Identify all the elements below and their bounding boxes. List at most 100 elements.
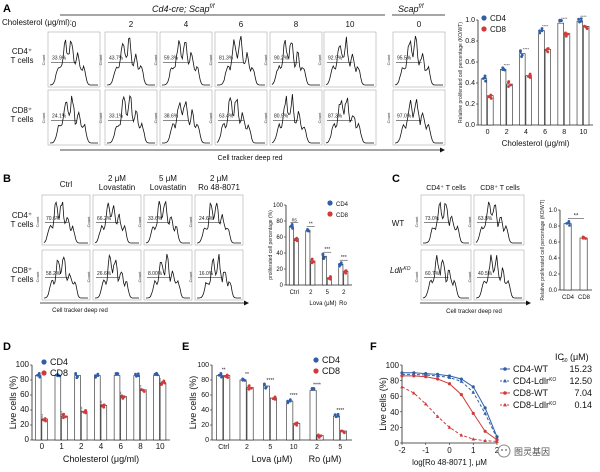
e-bar-dot-0-3-3 <box>288 398 292 402</box>
panel-c-ko-flow-0-pct: 60.7% <box>425 271 440 277</box>
d-bar-bar-1-1 <box>61 415 68 441</box>
panel-f-point-2-2 <box>424 375 428 379</box>
panel-f-point-0-6 <box>471 385 475 389</box>
panel-f-point-2-3 <box>436 377 440 381</box>
panel-b-cd4-flow-0-frame <box>41 194 91 246</box>
panel-b-sig-2: *** <box>324 247 330 253</box>
panel-a-conc-3: 6 <box>239 20 244 29</box>
panel-a-cd8-flow-5-frame <box>323 89 377 146</box>
e-bar-bar-0-4 <box>309 390 317 441</box>
panel-b-legend-swatch-cd4 <box>327 200 333 206</box>
a-bar-dot-0-0-2 <box>484 79 487 83</box>
a-bar-xlabel: Cholesterol (μg/ml) <box>502 139 570 148</box>
e-bar-dot-1-0-3 <box>224 375 227 378</box>
a-bar-dot-1-4-2 <box>564 34 568 38</box>
e-bar-dot-0-5-0 <box>333 413 337 417</box>
panel-a-conc-labels: 0 2 4 6 8 10 0 <box>72 20 422 29</box>
panel-b-arrowhead <box>244 300 249 306</box>
d-bar-yticklabel-3: 60 <box>20 390 29 399</box>
panel-f-point-2-4 <box>447 382 452 386</box>
panel-f-legend-ic50-0: 15.23 <box>569 364 592 374</box>
e-bar-bar-0-1 <box>239 379 247 441</box>
panel-b-cd4-flow-1-frame <box>92 194 142 246</box>
panel-e-sig-3: **** <box>290 393 298 399</box>
panel-label-f: F <box>370 341 377 353</box>
panel-f-legend-marker-2 <box>503 391 507 395</box>
panel-c-count-r1-0: Count <box>414 216 419 228</box>
panel-f-legend-name-1: CD4-LdlrKO <box>513 376 556 386</box>
panel-b-count-r2-3: Count <box>188 271 193 283</box>
e-bar-dot-0-3-2 <box>286 399 290 403</box>
panel-a-count-r2-0: Count <box>41 112 46 124</box>
panel-c-bar-chart: 0.0 0.2 0.4 0.6 0.8 1.0 CD4 CD8 Relative prolife… <box>540 199 592 301</box>
panel-f-dose-response: 0 20 40 60 80 100 -2 -1 0 1 2 Live cells (%) log[Ro … <box>378 352 592 467</box>
panel-f-point-1-6 <box>471 390 476 394</box>
panel-d-sig-4: **** <box>119 391 124 398</box>
d-bar-dot-1-3-2 <box>102 403 106 407</box>
c-bar-yticklabel-0: 0.0 <box>549 288 558 294</box>
panel-f-point-3-5 <box>459 433 464 437</box>
b-bar-dot-0-3-3 <box>339 261 343 265</box>
panel-b-header-3-b: Ro 48-8071 <box>198 183 240 192</box>
panel-f-point-3-2 <box>423 402 428 406</box>
panel-e-sig-2: **** <box>266 378 274 384</box>
panel-f-ic50-sub: 50 <box>562 358 568 364</box>
c-bar-bar-0-0 <box>563 223 572 291</box>
e-bar-dot-1-4-3 <box>319 434 323 438</box>
panel-a-row2-line1: CD8⁺ <box>12 106 32 115</box>
panel-f-xlabel: log[Ro 48-8071 ], μM <box>412 458 487 467</box>
panel-a-cd4-flow-5-pct: 92.9% <box>328 56 343 62</box>
panel-b-cd4-flow-3-pct: 24.6% <box>199 216 214 222</box>
panel-f-yticklabel-1: 20 <box>390 423 399 432</box>
d-bar-xticklabel-2: 2 <box>79 442 84 451</box>
panel-b-header-3-a: 2 μM <box>210 174 228 183</box>
a-bar-yticklabel-2: 0.4 <box>465 80 475 87</box>
panel-a-count-r1-1: Count <box>98 54 103 66</box>
panel-f-xticklabel-0: -2 <box>398 446 406 455</box>
panel-f-point-3-3 <box>435 414 440 418</box>
panel-a-cd4-flow-1-frame <box>104 31 158 88</box>
panel-f-point-0-5 <box>459 377 463 381</box>
d-bar-dot-1-2-3 <box>82 410 86 414</box>
a-bar-bar-1-2 <box>525 75 532 126</box>
panel-b-sig-0: ns <box>292 218 298 224</box>
b-bar-dot-0-0-2 <box>291 226 294 230</box>
d-bar-bar-1-2 <box>80 411 88 441</box>
a-bar-dot-1-3-2 <box>546 47 550 50</box>
panel-c-header-cd4: CD4⁺ T cells <box>426 185 466 192</box>
panel-e-legend-swatch-cd8 <box>313 368 319 374</box>
b-bar-xticklabel-3: 2 <box>342 290 346 296</box>
d-bar-xlabel: Cholesterol (μg/ml) <box>63 454 139 464</box>
e-bar-bar-0-0 <box>216 375 224 441</box>
b-bar-dot-1-2-3 <box>327 277 331 280</box>
a-bar-dot-1-5-1 <box>585 27 589 31</box>
e-bar-dot-0-2-2 <box>264 386 268 390</box>
panel-a-cd8-flow-1-pct: 33.1% <box>109 114 124 120</box>
a-bar-xticklabel-5: 10 <box>580 129 588 136</box>
e-bar-dot-1-5-3 <box>341 429 344 433</box>
panel-f-curve-3 <box>401 386 498 442</box>
b-bar-bar-1-0 <box>293 238 299 286</box>
d-bar-yticklabel-4: 80 <box>20 375 29 384</box>
panel-b-xlabel: Cell tracker deep red <box>52 308 108 314</box>
d-bar-xticklabel-5: 8 <box>138 442 143 451</box>
d-bar-bar-0-4 <box>113 375 121 441</box>
panel-a-cd4-flow-6-frame <box>392 31 446 88</box>
d-bar-xticklabel-6: 10 <box>156 442 165 451</box>
panel-b-count-r1-0: Count <box>35 216 40 228</box>
a-bar-dot-0-0-3 <box>483 76 487 79</box>
panel-d-sig-2: **** <box>79 406 84 413</box>
panel-c-row-wt: WT <box>392 219 405 228</box>
c-bar-dot-0-0-2 <box>568 223 571 227</box>
a-bar-dot-1-4-3 <box>566 32 570 36</box>
watermark: 图灵基因 <box>497 444 550 458</box>
a-bar-dot-0-2-2 <box>520 55 523 59</box>
d-bar-bar-0-0 <box>34 375 42 441</box>
a-bar-yticklabel-5: 1.0 <box>465 17 475 24</box>
b-bar-yticklabel-1: 20 <box>276 267 283 273</box>
panel-f-legend-ic50-3: 0.14 <box>574 400 592 410</box>
panel-b-row2-line1: CD8⁺ <box>12 266 32 275</box>
e-bar-dot-0-5-3 <box>336 412 340 416</box>
panel-label-a: A <box>3 3 11 15</box>
